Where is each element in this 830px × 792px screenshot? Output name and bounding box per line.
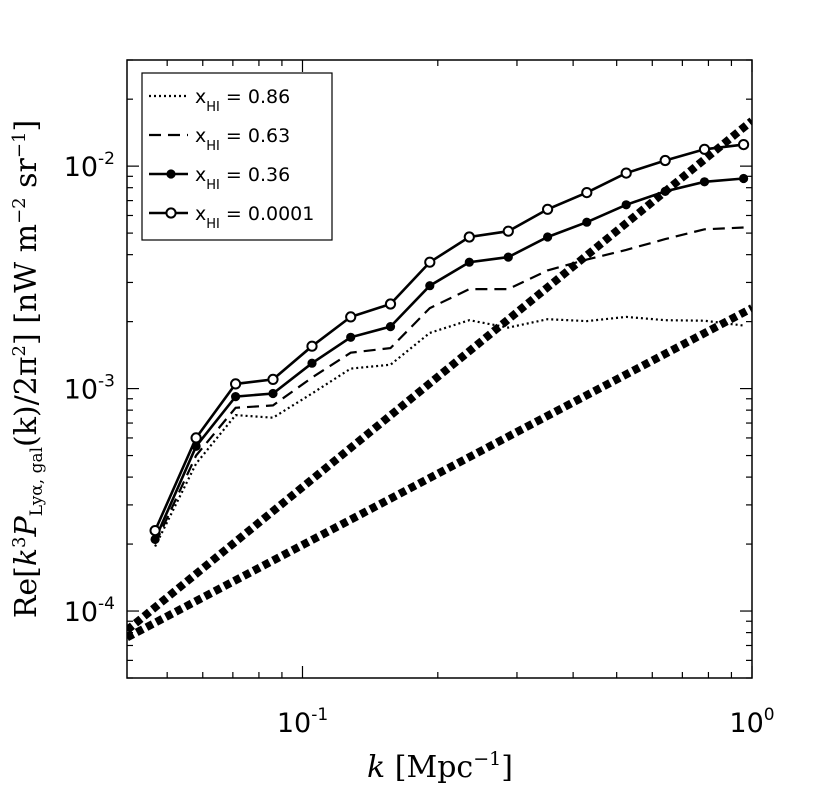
y-tick-label-0: 10-4: [64, 594, 115, 628]
y-tick-label-2: 10-2: [64, 149, 115, 183]
x-tick-label-0: 10-1: [277, 705, 328, 739]
data-point-3-5: [345, 311, 357, 323]
data-point-2-14: [699, 177, 710, 187]
data-point-3-2: [230, 378, 242, 390]
series-line-4: [127, 117, 752, 634]
legend-marker-2: [166, 169, 176, 179]
data-point-3-6: [384, 298, 397, 310]
legend-label-1: xHI = 0.63: [195, 125, 290, 154]
x-tick-label-1: 100: [729, 705, 774, 739]
data-point-3-0: [149, 525, 161, 537]
data-point-3-7: [424, 256, 436, 268]
y-tick-label-1: 10-3: [64, 372, 115, 406]
axis-ticks: [127, 59, 753, 679]
axis-tick-labels: 10-1 100 10-4 10-3 10-2: [64, 149, 775, 739]
series-line-5: [127, 304, 752, 642]
data-point-3-12: [620, 167, 632, 179]
data-point-2-4: [307, 358, 317, 368]
x-axis-title: k [Mpc−1]: [367, 748, 513, 785]
data-point-2-7: [425, 281, 435, 291]
legend-label-3: xHI = 0.0001: [195, 203, 314, 232]
data-point-2-15: [739, 173, 749, 184]
data-point-3-4: [306, 340, 318, 352]
data-point-3-13: [659, 154, 671, 167]
data-point-3-14: [698, 143, 711, 155]
data-point-2-2: [231, 392, 241, 402]
data-point-2-3: [268, 388, 278, 399]
plot-frame: [126, 59, 753, 679]
data-point-2-0: [150, 534, 160, 545]
data-point-2-10: [543, 232, 553, 242]
series-line-2: [153, 177, 744, 540]
data-point-3-11: [581, 187, 593, 199]
data-point-2-11: [582, 217, 592, 227]
plot-content: [127, 117, 752, 642]
series-line-0: [154, 315, 744, 547]
data-point-3-9: [502, 225, 514, 237]
data-point-3-15: [738, 139, 750, 151]
data-point-2-12: [621, 200, 631, 210]
data-point-3-3: [267, 373, 279, 385]
data-point-2-8: [464, 257, 474, 267]
legend-marker-3: [165, 207, 177, 219]
legend-label-2: xHI = 0.36: [195, 164, 290, 193]
data-point-2-9: [503, 252, 513, 262]
data-point-3-1: [190, 432, 202, 444]
series-line-3: [153, 143, 744, 532]
data-point-3-8: [463, 231, 475, 243]
y-axis-title: Re[k3PLyα, gal(k)/2π2] [nW m−2 sr−1]: [9, 120, 47, 618]
data-point-2-5: [346, 332, 356, 342]
series-line-1: [154, 226, 744, 545]
legend-label-0: xHI = 0.86: [195, 86, 290, 115]
legend: xHI = 0.86 xHI = 0.63 xHI = 0.36 xHI = 0.00…: [141, 72, 333, 241]
data-point-3-10: [542, 203, 554, 215]
data-point-2-6: [385, 322, 396, 332]
